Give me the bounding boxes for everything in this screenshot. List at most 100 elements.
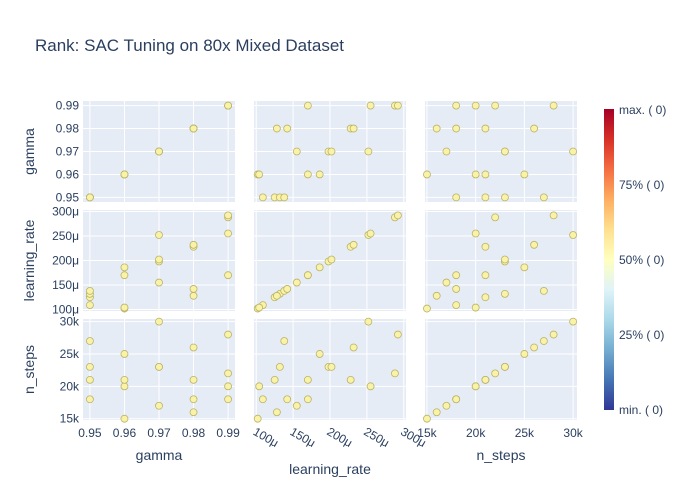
data-point: [452, 124, 461, 133]
data-point: [442, 278, 451, 287]
data-point: [275, 363, 284, 371]
y-tick-label: 100μ: [52, 303, 79, 317]
data-point: [366, 382, 375, 391]
data-point: [500, 193, 509, 202]
data-point: [481, 193, 490, 202]
x-tick-label: 20k: [466, 426, 486, 440]
data-point: [530, 240, 539, 249]
data-point: [491, 101, 500, 110]
data-point: [255, 303, 264, 312]
data-point: [327, 147, 336, 156]
data-point: [283, 395, 292, 404]
data-point: [224, 382, 232, 391]
data-point: [569, 147, 578, 156]
panel-gamma-vs-n_steps: [423, 101, 578, 202]
panel-learning_rate-vs-learning_rate: [253, 210, 406, 313]
panel-gamma-vs-gamma: [83, 101, 235, 202]
y-tick-label: 250μ: [52, 229, 79, 243]
data-point: [270, 375, 279, 384]
colorbar-label-max: max. ( 0): [619, 103, 666, 117]
data-point: [189, 343, 198, 352]
data-point: [393, 211, 402, 220]
data-point: [120, 170, 129, 179]
data-point: [292, 278, 301, 287]
data-point: [120, 375, 129, 384]
data-point: [303, 101, 312, 110]
data-point: [432, 408, 441, 417]
data-point: [549, 101, 558, 110]
data-point: [491, 213, 500, 222]
data-point: [481, 242, 490, 251]
x-tick-label: 25k: [515, 426, 535, 440]
y-tick-label: 300μ: [52, 204, 79, 218]
colorbar-label-75: 75% ( 0): [619, 178, 664, 192]
data-point: [471, 229, 480, 238]
data-point: [442, 147, 451, 156]
data-point: [224, 330, 232, 339]
y-tick-label: 0.95: [56, 190, 80, 204]
data-point: [432, 124, 441, 133]
colorbar-label-25: 25% ( 0): [619, 328, 664, 342]
data-point: [393, 330, 402, 339]
colorbar-label-50: 50% ( 0): [619, 253, 664, 267]
data-point: [155, 255, 163, 264]
data-point: [481, 271, 490, 280]
data-point: [224, 229, 232, 238]
data-point: [539, 193, 548, 202]
data-point: [491, 369, 500, 378]
data-point: [224, 395, 232, 404]
data-point: [224, 211, 232, 220]
x-axis-title: n_steps: [476, 447, 525, 463]
colorbar: max. ( 0) 75% ( 0) 50% ( 0) 25% ( 0) min…: [604, 103, 666, 417]
y-tick-label: 0.99: [56, 99, 80, 113]
data-point: [349, 343, 358, 352]
data-point: [452, 271, 461, 280]
data-point: [442, 401, 451, 410]
y-tick-label: 20k: [60, 379, 80, 393]
data-point: [481, 293, 490, 302]
panels-group: 0.950.960.970.980.99gamma100μ150μ200μ250…: [21, 99, 584, 477]
colorbar-gradient: [604, 109, 614, 410]
data-point: [520, 263, 529, 272]
data-point: [471, 382, 480, 391]
data-point: [539, 286, 548, 295]
y-tick-label: 0.97: [56, 145, 80, 159]
data-point: [364, 317, 373, 326]
x-tick-label: 30k: [563, 426, 583, 440]
data-point: [539, 337, 548, 345]
data-point: [292, 147, 301, 156]
panel-n_steps-vs-learning_rate: [253, 317, 406, 423]
x-tick-label: 200μ: [325, 424, 355, 450]
data-point: [349, 124, 358, 133]
data-point: [189, 285, 198, 293]
x-tick-label: 0.96: [113, 426, 137, 440]
data-point: [423, 304, 431, 313]
data-point: [346, 375, 355, 384]
data-point: [189, 291, 198, 300]
chart-title: Rank: SAC Tuning on 80x Mixed Dataset: [35, 36, 344, 55]
data-point: [549, 330, 558, 339]
x-tick-label: 100μ: [251, 424, 281, 450]
y-tick-label: 25k: [60, 347, 80, 361]
data-point: [315, 350, 324, 358]
data-point: [366, 101, 375, 110]
data-point: [280, 193, 289, 202]
y-tick-label: 200μ: [52, 254, 79, 268]
data-point: [224, 271, 232, 280]
data-point: [569, 317, 578, 326]
data-point: [327, 363, 336, 371]
data-point: [189, 395, 198, 404]
data-point: [530, 124, 539, 133]
data-point: [86, 301, 94, 310]
x-tick-label: 15k: [417, 426, 437, 440]
panel-learning_rate-vs-n_steps: [423, 210, 578, 313]
data-point: [272, 408, 281, 417]
x-tick-label: 150μ: [288, 424, 318, 450]
data-point: [481, 170, 490, 179]
data-point: [272, 124, 281, 133]
data-point: [391, 369, 399, 378]
data-point: [280, 337, 289, 345]
y-tick-label: 150μ: [52, 278, 79, 292]
data-point: [120, 263, 129, 272]
data-point: [481, 375, 490, 384]
